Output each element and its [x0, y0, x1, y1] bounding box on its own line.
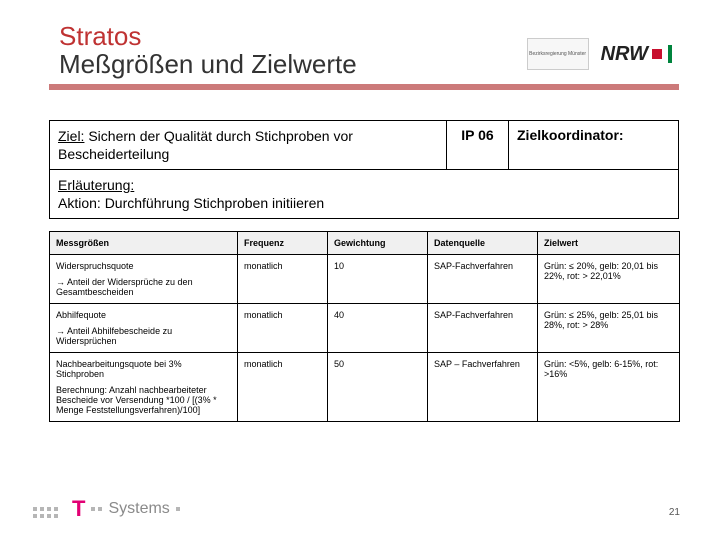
table-header-row: Messgrößen Frequenz Gewichtung Datenquel… — [50, 232, 680, 255]
cell-metric: Abhilfequote → Anteil Abhilfebescheide z… — [50, 304, 238, 353]
goal-label: Ziel: — [58, 128, 84, 144]
metric-note: Berechnung: Anzahl nachbearbeiteter Besc… — [56, 385, 231, 415]
nrw-logo: NRW — [601, 43, 672, 66]
th-frequenz: Frequenz — [238, 232, 328, 255]
ip-cell: IP 06 — [446, 121, 508, 169]
cell-freq: monatlich — [238, 304, 328, 353]
cell-weight: 10 — [328, 255, 428, 304]
accent-bar — [49, 84, 679, 90]
cell-weight: 40 — [328, 304, 428, 353]
brand-dots-icon — [91, 507, 102, 511]
page-number: 21 — [669, 507, 680, 518]
title-subtitle: Meßgrößen und Zielwerte — [59, 50, 357, 78]
table-row: Widerspruchsquote → Anteil der Widersprü… — [50, 255, 680, 304]
nrw-text: NRW — [601, 43, 648, 66]
goal-box: Ziel: Sichern der Qualität durch Stichpr… — [49, 120, 679, 170]
metric-title: Abhilfequote — [56, 310, 231, 320]
th-zielwert: Zielwert — [538, 232, 680, 255]
content: Ziel: Sichern der Qualität durch Stichpr… — [49, 120, 679, 422]
nrw-dot-icon — [652, 49, 662, 59]
cell-freq: monatlich — [238, 353, 328, 422]
explanation-label: Erläuterung: — [58, 177, 134, 193]
metric-note: → Anteil Abhilfebescheide zu Widersprüch… — [56, 326, 231, 346]
t-dots-icon — [33, 507, 63, 518]
cell-src: SAP-Fachverfahren — [428, 304, 538, 353]
table-row: Abhilfequote → Anteil Abhilfebescheide z… — [50, 304, 680, 353]
table-row: Nachbearbeitungsquote bei 3% Stichproben… — [50, 353, 680, 422]
t-systems-logo: T Systems — [72, 496, 180, 522]
br-muenster-logo: Bezirksregierung Münster — [527, 38, 589, 70]
explanation-text: Aktion: Durchführung Stichproben initiie… — [58, 195, 324, 211]
metrics-table: Messgrößen Frequenz Gewichtung Datenquel… — [49, 231, 680, 422]
logo-row: Bezirksregierung Münster NRW — [527, 38, 672, 70]
brand-dots-icon — [176, 507, 180, 511]
th-datenquelle: Datenquelle — [428, 232, 538, 255]
cell-target: Grün: ≤ 25%, gelb: 25,01 bis 28%, rot: >… — [538, 304, 680, 353]
metric-title: Widerspruchsquote — [56, 261, 231, 271]
cell-src: SAP-Fachverfahren — [428, 255, 538, 304]
brand-t: T — [72, 496, 85, 522]
goal-text: Ziel: Sichern der Qualität durch Stichpr… — [50, 121, 446, 169]
goal-body: Sichern der Qualität durch Stichproben v… — [58, 128, 353, 162]
explanation-box: Erläuterung: Aktion: Durchführung Stichp… — [49, 170, 679, 219]
cell-weight: 50 — [328, 353, 428, 422]
cell-src: SAP – Fachverfahren — [428, 353, 538, 422]
th-gewichtung: Gewichtung — [328, 232, 428, 255]
brand-systems: Systems — [108, 500, 169, 518]
cell-metric: Widerspruchsquote → Anteil der Widersprü… — [50, 255, 238, 304]
th-messgroessen: Messgrößen — [50, 232, 238, 255]
coordinator-cell: Zielkoordinator: — [508, 121, 678, 169]
cell-target: Grün: <5%, gelb: 6-15%, rot: >16% — [538, 353, 680, 422]
title-stratos: Stratos — [59, 22, 357, 50]
cell-target: Grün: ≤ 20%, gelb: 20,01 bis 22%, rot: >… — [538, 255, 680, 304]
cell-freq: monatlich — [238, 255, 328, 304]
metric-title: Nachbearbeitungsquote bei 3% Stichproben — [56, 359, 231, 379]
cell-metric: Nachbearbeitungsquote bei 3% Stichproben… — [50, 353, 238, 422]
slide-title: Stratos Meßgrößen und Zielwerte — [59, 22, 357, 78]
metric-note: → Anteil der Widersprüche zu den Gesamtb… — [56, 277, 231, 297]
nrw-bar-icon — [668, 45, 672, 63]
